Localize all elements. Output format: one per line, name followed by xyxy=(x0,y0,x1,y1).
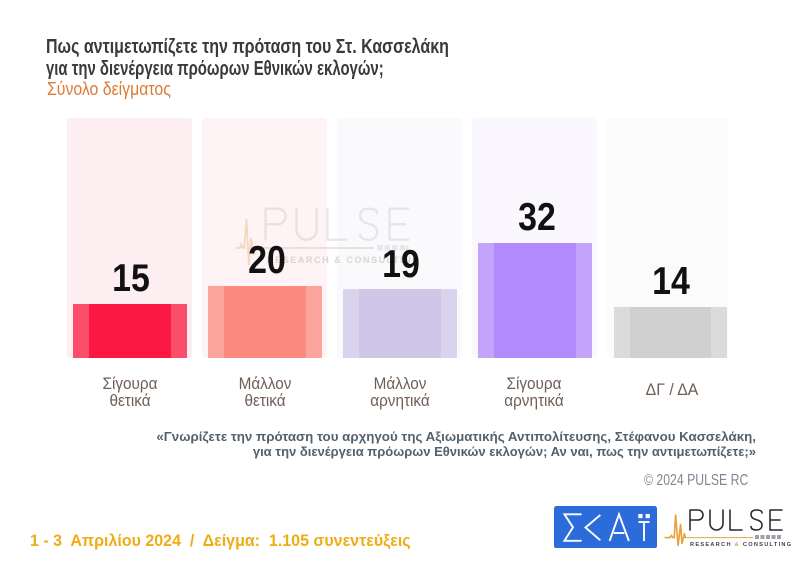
svg-text:RESEARCH & CONSULTING: RESEARCH & CONSULTING xyxy=(690,542,792,548)
